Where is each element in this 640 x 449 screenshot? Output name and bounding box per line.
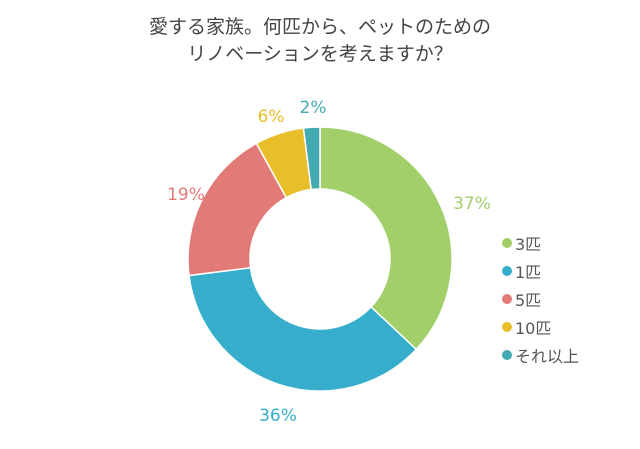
slice-label-10-pets: 6%: [257, 107, 285, 127]
legend-item-10-pets[interactable]: 10匹: [502, 313, 579, 341]
chart-legend: 3匹 1匹 5匹 10匹 それ以上: [502, 229, 579, 369]
legend-label: 5匹: [515, 291, 542, 310]
donut-slice-4[interactable]: [302, 126, 321, 191]
chart-title-line-2: リノベーションを考えますか？: [187, 43, 453, 65]
legend-label: 3匹: [515, 235, 542, 254]
chart-title-line-1: 愛する家族。何匹から、ペットのための: [148, 16, 491, 38]
legend-label: 1匹: [515, 263, 542, 282]
donut-slice-2[interactable]: [187, 142, 288, 277]
slice-label-1-pet: 36%: [259, 406, 297, 426]
legend-dot-icon: [502, 350, 512, 360]
chart-title: 愛する家族。何匹から、ペットのための リノベーションを考えますか？: [0, 14, 640, 68]
donut-slices: [187, 126, 453, 392]
legend-dot-icon: [502, 294, 512, 304]
legend-item-1-pet[interactable]: 1匹: [502, 257, 579, 285]
donut-slice-1[interactable]: [188, 266, 418, 392]
slice-label-more: 2%: [299, 98, 327, 118]
legend-label: それ以上: [515, 347, 580, 366]
legend-item-3-pets[interactable]: 3匹: [502, 229, 579, 257]
legend-item-more[interactable]: それ以上: [502, 341, 579, 369]
slice-label-3-pets: 37%: [453, 194, 491, 214]
legend-dot-icon: [502, 322, 512, 332]
donut-slice-0[interactable]: [319, 126, 453, 351]
legend-item-5-pets[interactable]: 5匹: [502, 285, 579, 313]
legend-label: 10匹: [515, 319, 552, 338]
legend-dot-icon: [502, 238, 512, 248]
slice-label-5-pets: 19%: [167, 185, 205, 205]
legend-dot-icon: [502, 266, 512, 276]
